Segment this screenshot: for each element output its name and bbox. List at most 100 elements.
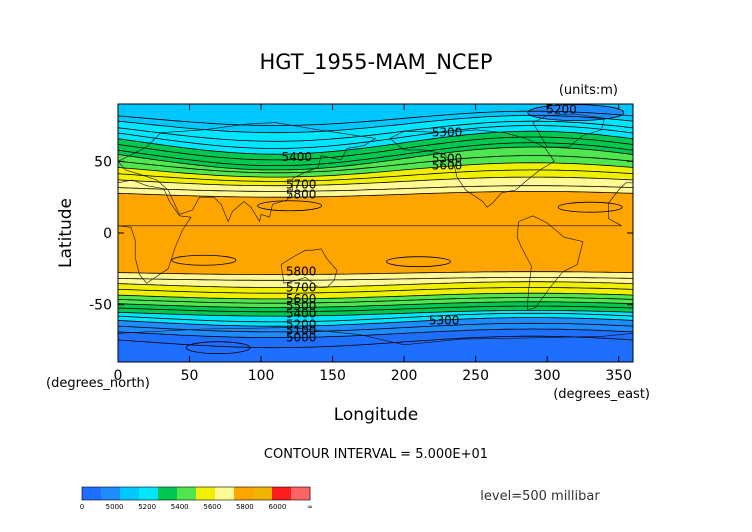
colorbar-swatch: [215, 487, 235, 500]
south-america-coastline: [516, 215, 584, 311]
band-5500-south: [118, 301, 633, 317]
contour-label: 5200: [546, 103, 577, 117]
colorbar-swatch: [139, 487, 159, 500]
contour-line: [118, 312, 633, 323]
band-5400-south: [118, 310, 633, 327]
colorbar-tick-label: 5200: [138, 503, 156, 511]
australia-coastline: [280, 248, 338, 288]
band-5200-north: [118, 104, 633, 133]
band-5200-south: [118, 317, 633, 338]
greenland-coastline: [532, 113, 605, 148]
contour-label: 5800: [286, 265, 317, 279]
y-tick-label: 50: [94, 154, 112, 170]
units-note: (units:m): [559, 83, 618, 98]
contour-line: [118, 292, 633, 300]
contour-label: 5700: [286, 280, 317, 294]
colorbar-tick-label: 0: [80, 503, 84, 511]
contour-label: 5100: [286, 323, 317, 337]
y-unit-note: (degrees_north): [46, 376, 150, 391]
antarctica-coastline: [118, 327, 633, 346]
y-tick-label: -50: [89, 298, 112, 314]
band-5600-south: [118, 293, 633, 308]
colorbar-swatch: [196, 487, 216, 500]
band-5700-south: [118, 281, 633, 299]
contour-label: 5200: [286, 318, 317, 332]
contour-line: [118, 169, 633, 182]
contour-line: [257, 200, 323, 212]
colorbar-tick-label: 5600: [203, 503, 221, 511]
contour-label: 5400: [282, 150, 313, 164]
contour-line: [118, 110, 633, 126]
contour-lines: [118, 110, 633, 349]
chart-title: HGT_1955-MAM_NCEP: [259, 50, 492, 75]
colorbar-tick-label: 6000: [269, 503, 287, 511]
x-tick-label: 150: [319, 368, 346, 384]
contour-line: [118, 130, 633, 155]
contour-label: 5800: [286, 187, 317, 201]
contour-line: [118, 125, 633, 149]
contour-label: 5600: [432, 159, 463, 173]
contour-line: [118, 322, 633, 333]
plot-area: [118, 104, 633, 362]
contour-line: [118, 281, 633, 288]
contour-line: [118, 317, 633, 327]
band-5800-north: [118, 177, 633, 198]
x-tick-label: 100: [248, 368, 275, 384]
x-axis-ticks: 0 50 100 150 200 250 300 350: [114, 104, 632, 384]
x-tick-label: 250: [462, 368, 489, 384]
colorbar-swatch: [253, 487, 273, 500]
contour-line: [118, 287, 633, 294]
x-tick-label: 200: [391, 368, 418, 384]
europe-asia-coastline: [118, 122, 377, 223]
contour-line: [557, 201, 623, 213]
colorbar-swatch: [177, 487, 197, 500]
contour-line: [118, 297, 633, 304]
height-bands: [118, 104, 633, 362]
contour-line: [118, 310, 633, 317]
x-unit-note: (degrees_east): [553, 387, 650, 402]
colorbar-tick-label: 5400: [171, 503, 189, 511]
colorbar-swatch: [291, 487, 311, 500]
contour-line: [118, 162, 633, 178]
contour-line: [118, 305, 633, 313]
contour-label: 5700: [286, 177, 317, 191]
contour-interval-note: CONTOUR INTERVAL = 5.000E+01: [264, 447, 488, 462]
x-tick-label: 0: [114, 368, 123, 384]
colorbar-tick-labels: 0 5000 5200 5400 5600 5800 6000 ∞: [80, 503, 313, 511]
colorbar-swatch: [234, 487, 254, 500]
contour-line: [118, 142, 633, 166]
band-5700-north: [118, 162, 633, 186]
colorbar-swatch: [101, 487, 121, 500]
contour-line: [118, 328, 633, 338]
colorbar-swatch: [272, 487, 292, 500]
contour-line: [386, 256, 451, 268]
colorbar-tick-label: 5000: [106, 503, 124, 511]
colorbar-frame: [81, 486, 311, 501]
contour-line: [118, 335, 633, 349]
contour-line: [118, 277, 633, 281]
colorbar-tick-label: 5800: [236, 503, 254, 511]
contour-line: [118, 136, 633, 161]
contour-label: 5300: [429, 313, 460, 327]
x-axis-label: Longitude: [334, 405, 419, 425]
contour-line: [118, 185, 633, 192]
x-tick-label: 50: [181, 368, 199, 384]
contour-label: 5400: [286, 306, 317, 320]
contour-label: 5000: [286, 331, 317, 345]
y-axis-ticks: 50 0 -50: [89, 154, 633, 314]
contour-label: 5500: [432, 151, 463, 165]
contour-label: 5500: [286, 299, 317, 313]
band-5500-north: [118, 131, 633, 170]
colorbar-swatch: [158, 487, 178, 500]
band-5000-south: [118, 329, 633, 362]
contour-line: [171, 254, 237, 266]
colorbar-swatch: [82, 487, 102, 500]
y-axis-label: Latitude: [56, 198, 76, 268]
x-tick-label: 300: [534, 368, 561, 384]
polar-low-north: [527, 104, 625, 121]
contour-label: 5300: [432, 126, 463, 140]
colorbar-tick-label: ∞: [307, 503, 313, 511]
contour-line: [118, 176, 633, 187]
